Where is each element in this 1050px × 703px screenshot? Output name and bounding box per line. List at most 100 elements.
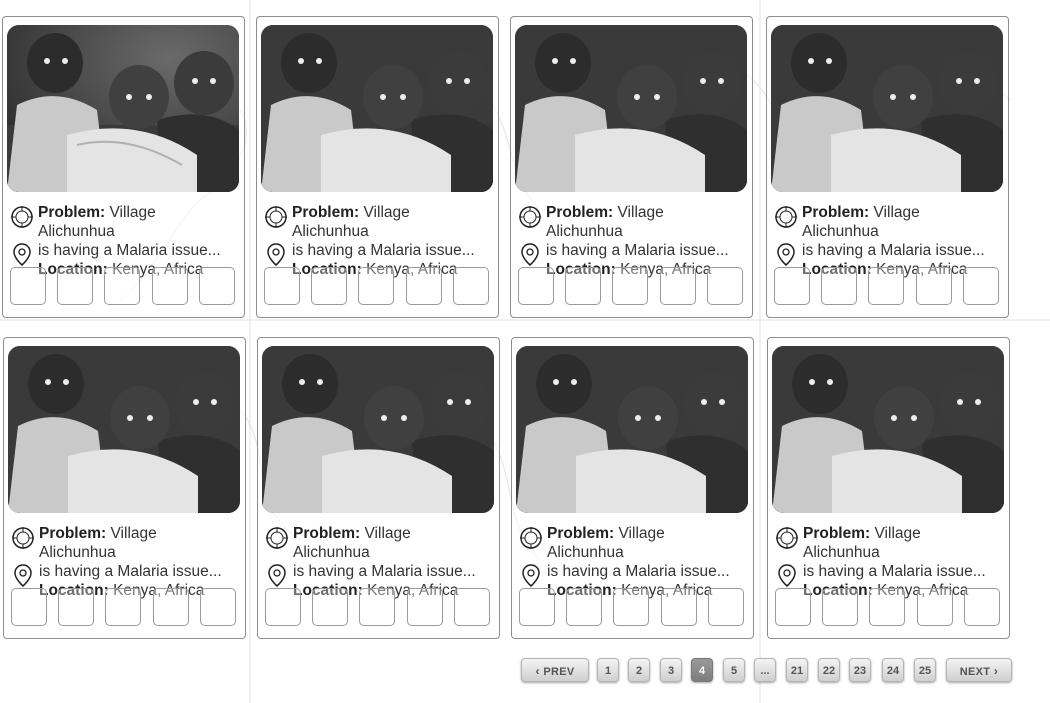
problem-description: is having a Malaria issue... xyxy=(39,563,222,580)
problem-label: Problem: xyxy=(39,525,107,542)
action-box[interactable] xyxy=(868,267,904,305)
problem-card[interactable]: Problem: Village Alichunhua is having a … xyxy=(766,16,1009,318)
page-button-2[interactable]: 2 xyxy=(628,658,650,682)
page-button-21[interactable]: 21 xyxy=(786,658,808,682)
problem-description: is having a Malaria issue... xyxy=(802,242,985,259)
problem-card[interactable]: Problem: Village Alichunhua is having a … xyxy=(2,16,245,318)
action-box[interactable] xyxy=(661,588,697,626)
action-box[interactable] xyxy=(708,588,744,626)
action-box-row xyxy=(6,267,239,307)
problem-card[interactable]: Problem: Village Alichunhua is having a … xyxy=(767,337,1010,639)
children-photo xyxy=(771,25,1003,192)
page-button-22[interactable]: 22 xyxy=(818,658,840,682)
action-box[interactable] xyxy=(359,588,395,626)
page-button-4-current[interactable]: 4 xyxy=(691,658,713,682)
location-label: Location: xyxy=(546,261,616,278)
action-box[interactable] xyxy=(265,588,301,626)
action-box[interactable] xyxy=(453,267,489,305)
problem-card[interactable]: Problem: Village Alichunhua is having a … xyxy=(3,337,246,639)
location-label: Location: xyxy=(547,582,617,599)
problem-village: Alichunhua xyxy=(293,544,370,561)
action-box[interactable] xyxy=(200,588,236,626)
problem-village: Alichunhua xyxy=(547,544,624,561)
page-button-5[interactable]: 5 xyxy=(723,658,745,682)
location-text: Kenya, Africa xyxy=(366,261,458,278)
problem-description: is having a Malaria issue... xyxy=(293,563,476,580)
action-box[interactable] xyxy=(963,267,999,305)
prev-label: PREV xyxy=(543,666,575,678)
action-box[interactable] xyxy=(774,267,810,305)
page-button-3[interactable]: 3 xyxy=(660,658,682,682)
location-text: Kenya, Africa xyxy=(877,582,969,599)
problem-card[interactable]: Problem: Village Alichunhua is having a … xyxy=(510,16,753,318)
problem-label: Problem: xyxy=(546,204,614,221)
pagination: ‹ PREV 1 2 3 4 5 ... 21 22 23 24 25 NEXT… xyxy=(0,656,1050,686)
action-box-row xyxy=(260,267,493,307)
problem-card[interactable]: Problem: Village Alichunhua is having a … xyxy=(511,337,754,639)
location-text: Kenya, Africa xyxy=(113,582,205,599)
chevron-right-icon: › xyxy=(990,664,999,678)
action-box[interactable] xyxy=(311,267,347,305)
action-box[interactable] xyxy=(775,588,811,626)
action-box[interactable] xyxy=(264,267,300,305)
action-box[interactable] xyxy=(822,588,858,626)
action-box[interactable] xyxy=(613,588,649,626)
action-box[interactable] xyxy=(406,267,442,305)
action-box[interactable] xyxy=(917,588,953,626)
page-button-1[interactable]: 1 xyxy=(597,658,619,682)
problem-village: Alichunhua xyxy=(38,223,115,240)
children-photo xyxy=(772,346,1004,513)
map-pin-icon xyxy=(268,564,286,587)
action-box[interactable] xyxy=(518,267,554,305)
action-box[interactable] xyxy=(152,267,188,305)
page-button-24[interactable]: 24 xyxy=(882,658,904,682)
location-label: Location: xyxy=(38,261,108,278)
children-photo xyxy=(261,25,493,192)
action-box[interactable] xyxy=(964,588,1000,626)
location-text: Kenya, Africa xyxy=(367,582,459,599)
action-box[interactable] xyxy=(312,588,348,626)
page-button-25[interactable]: 25 xyxy=(914,658,936,682)
action-box[interactable] xyxy=(565,267,601,305)
action-box[interactable] xyxy=(566,588,602,626)
action-box[interactable] xyxy=(916,267,952,305)
action-box[interactable] xyxy=(612,267,648,305)
action-box[interactable] xyxy=(454,588,490,626)
location-label: Location: xyxy=(803,582,873,599)
action-box-row xyxy=(514,267,747,307)
action-box[interactable] xyxy=(58,588,94,626)
action-box[interactable] xyxy=(869,588,905,626)
action-box[interactable] xyxy=(407,588,443,626)
problem-text: Village xyxy=(364,525,411,542)
action-box[interactable] xyxy=(104,267,140,305)
prev-page-button[interactable]: ‹ PREV xyxy=(521,658,589,682)
page-button-23[interactable]: 23 xyxy=(849,658,871,682)
action-box-row xyxy=(770,267,1003,307)
next-page-button[interactable]: NEXT › xyxy=(946,658,1012,682)
action-box[interactable] xyxy=(11,588,47,626)
action-box[interactable] xyxy=(199,267,235,305)
children-photo xyxy=(7,25,239,192)
crosshair-target-icon xyxy=(775,206,797,228)
action-box[interactable] xyxy=(660,267,696,305)
problem-text: Village xyxy=(109,204,156,221)
problem-card[interactable]: Problem: Village Alichunhua is having a … xyxy=(257,337,500,639)
action-box[interactable] xyxy=(358,267,394,305)
action-box[interactable] xyxy=(707,267,743,305)
action-box[interactable] xyxy=(519,588,555,626)
problem-text: Village xyxy=(617,204,664,221)
problem-description: is having a Malaria issue... xyxy=(546,242,729,259)
crosshair-target-icon xyxy=(520,527,542,549)
action-box[interactable] xyxy=(105,588,141,626)
problem-description: is having a Malaria issue... xyxy=(292,242,475,259)
action-box[interactable] xyxy=(821,267,857,305)
map-pin-icon xyxy=(267,243,285,266)
location-label: Location: xyxy=(293,582,363,599)
problem-description: is having a Malaria issue... xyxy=(803,563,986,580)
problem-text: Village xyxy=(618,525,665,542)
action-box[interactable] xyxy=(10,267,46,305)
action-box[interactable] xyxy=(153,588,189,626)
action-box[interactable] xyxy=(57,267,93,305)
problem-card[interactable]: Problem: Village Alichunhua is having a … xyxy=(256,16,499,318)
